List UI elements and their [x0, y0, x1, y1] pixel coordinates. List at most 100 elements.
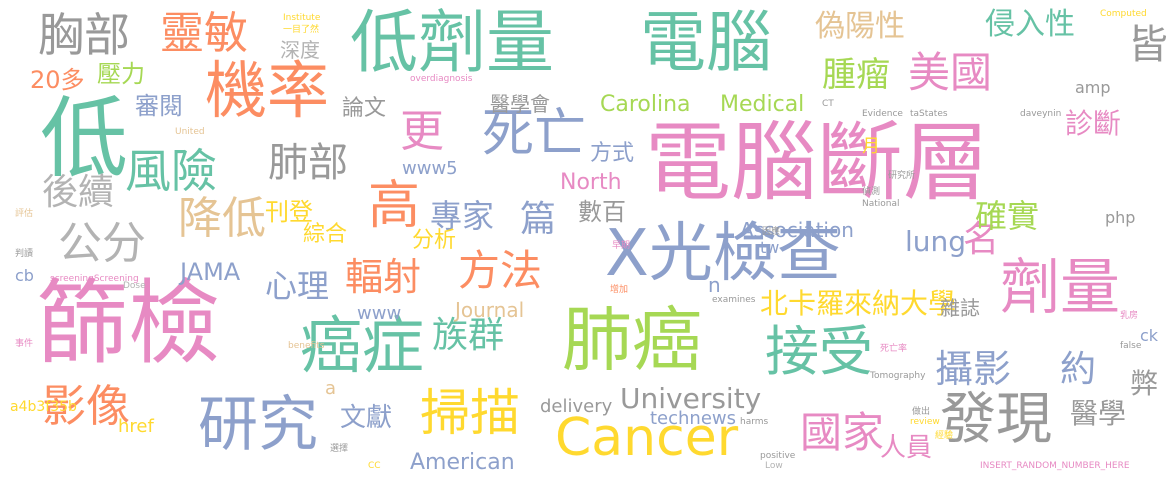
word: Low: [765, 461, 783, 471]
word: X光檢查: [605, 217, 841, 291]
word: Association: [740, 218, 854, 242]
word: n: [708, 273, 721, 297]
word: 靈敏: [160, 8, 248, 59]
word: 肺癌: [562, 299, 702, 381]
word: Evidence: [862, 109, 903, 119]
word: false: [1120, 341, 1142, 351]
word: American: [410, 450, 515, 475]
word: 族群: [432, 315, 505, 356]
word: 偵測: [862, 187, 881, 197]
word: 審閱: [135, 92, 183, 120]
word: 事件: [15, 339, 34, 349]
word: 醫學會: [490, 92, 550, 116]
word: href: [118, 416, 154, 437]
word: taStates: [910, 109, 948, 119]
word: 乳房: [1120, 311, 1139, 321]
word: 胸部: [38, 8, 130, 62]
word: www: [357, 303, 402, 324]
word: CC: [368, 461, 381, 471]
word: 心理: [265, 267, 330, 305]
word: review: [910, 417, 940, 427]
word: 高: [368, 176, 421, 236]
word: tw: [760, 238, 780, 257]
word: 劑量: [1000, 253, 1120, 323]
word: 死亡: [482, 104, 587, 164]
word: 電腦: [640, 4, 772, 81]
word: Medical: [720, 92, 805, 117]
word: 公分: [58, 218, 146, 269]
word: 論文: [342, 96, 387, 121]
word: 研究所: [888, 171, 916, 181]
word: INSERT_RANDOM_NUMBER_HERE: [980, 461, 1130, 471]
word: 掃描: [420, 384, 520, 442]
word: www5: [402, 158, 458, 179]
word: 做出: [912, 407, 931, 417]
word: North: [560, 170, 622, 195]
word: lung: [905, 225, 967, 258]
word: 機率: [205, 54, 330, 127]
word: 一目了然: [283, 25, 320, 35]
word: Dose: [123, 281, 146, 291]
word: CT: [822, 99, 834, 109]
word: 人員: [880, 433, 933, 463]
word: harms: [740, 417, 769, 427]
word: daveynin: [1020, 109, 1062, 119]
word: 確實: [975, 197, 1040, 235]
word: 深度: [280, 38, 320, 62]
word: 壓力: [97, 60, 145, 88]
word: 發現: [940, 387, 1052, 452]
word: Institute: [283, 13, 321, 23]
word: screeningScreening: [50, 274, 139, 284]
word: JAMA: [180, 258, 241, 286]
word: 綜合: [303, 222, 348, 247]
word: 20多: [30, 66, 85, 94]
word: 數百: [578, 198, 626, 226]
word: University: [620, 382, 762, 415]
word: positive: [760, 451, 796, 461]
word: 腫瘤: [822, 55, 890, 95]
word: 攝影: [935, 347, 1012, 391]
word: 選擇: [330, 444, 349, 454]
word: 經驗: [935, 431, 954, 441]
word: Computed: [1100, 9, 1147, 19]
word: delivery: [540, 396, 613, 417]
word: 月: [862, 136, 880, 157]
word: 診斷: [1065, 107, 1122, 140]
word: 篇: [520, 199, 557, 240]
word: 癌症: [300, 309, 425, 382]
word: 早期: [612, 241, 631, 251]
word: 北卡羅來納大學: [760, 287, 957, 320]
word: 約: [1060, 349, 1097, 390]
word: 文獻: [340, 403, 393, 433]
word: Carolina: [600, 92, 691, 117]
word: 分析: [412, 228, 457, 253]
word: 偽陽性: [815, 9, 905, 44]
word: 侵入性: [985, 7, 1075, 42]
word: 增加: [610, 285, 629, 295]
word: 因應: [762, 227, 781, 237]
word: United: [175, 127, 205, 137]
word: amp: [1075, 78, 1111, 97]
word: php: [1105, 208, 1136, 227]
word: examines: [712, 295, 756, 305]
word: 專家: [430, 197, 495, 235]
word: Tomography: [870, 371, 926, 381]
word: Journal: [455, 298, 525, 322]
word: a: [325, 378, 337, 399]
word: 影像: [42, 381, 130, 432]
word: 評估: [15, 209, 34, 219]
word: 低: [40, 87, 129, 190]
word: 皆: [1128, 22, 1168, 68]
word: 肺部: [268, 140, 348, 186]
word: 美國: [908, 48, 993, 97]
word: 方式: [590, 141, 635, 166]
word: Cancer: [555, 408, 739, 468]
word: 低劑量: [350, 4, 555, 83]
word: 刊登: [265, 198, 313, 226]
word: 接受: [765, 320, 873, 383]
word: benefits: [288, 341, 325, 351]
word: 國家: [800, 408, 885, 457]
word: 後續: [42, 172, 115, 213]
word: 名: [963, 219, 1000, 260]
